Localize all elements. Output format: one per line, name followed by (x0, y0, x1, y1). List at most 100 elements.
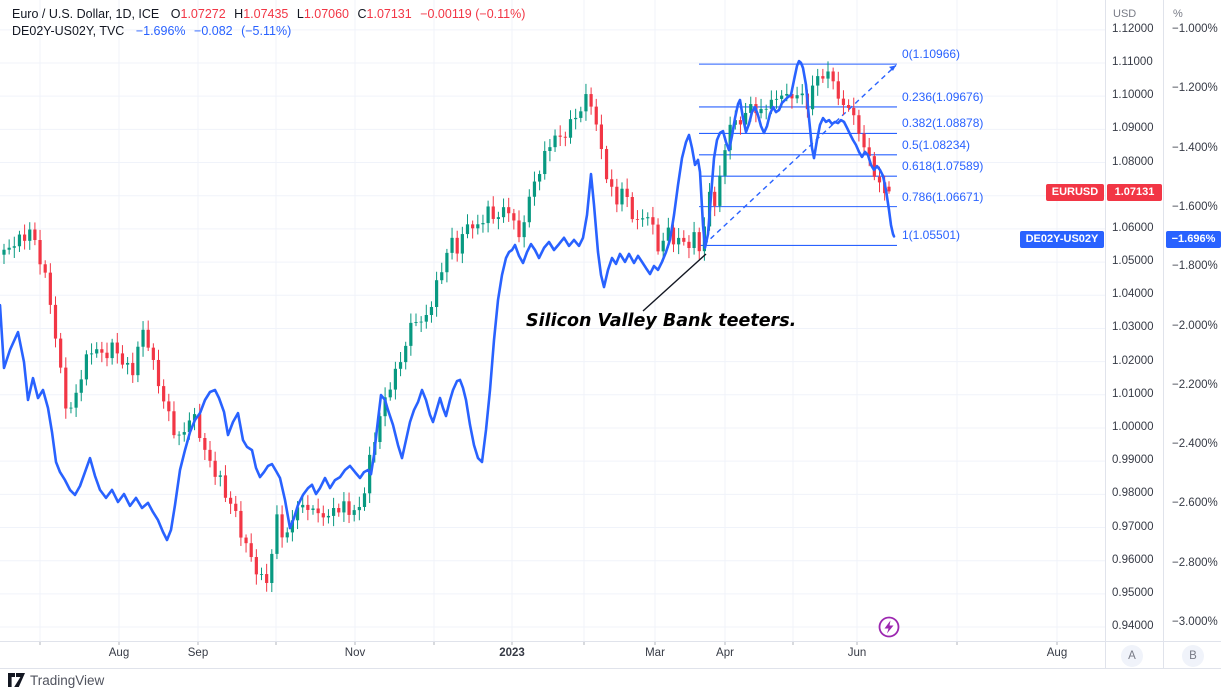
candle-body (774, 98, 779, 100)
candle-body (517, 220, 521, 238)
candle-body (203, 438, 207, 450)
candle-body (836, 81, 840, 99)
candle-body (167, 401, 171, 412)
candle-body (481, 223, 485, 225)
candle-body (337, 508, 341, 513)
time-tick-label: Nov (344, 647, 366, 659)
candle-body (182, 432, 186, 435)
overlay-change: −0.082 (194, 24, 233, 38)
candle-body (759, 109, 763, 114)
de02y-us02y-line[interactable] (0, 59, 896, 542)
open-value: 1.07272 (180, 7, 226, 21)
candle-body (388, 389, 392, 398)
candle-body (862, 133, 866, 148)
time-tick-label: Sep (187, 647, 209, 659)
svb-annotation-text[interactable]: Silicon Valley Bank teeters. (526, 311, 797, 331)
price-tick-label: 1.11000 (1112, 56, 1153, 68)
pct-tick-label: −1.800% (1172, 260, 1218, 273)
candle-body (59, 338, 63, 368)
candle-body (280, 514, 284, 538)
candle-body (852, 107, 856, 116)
candle-body (7, 247, 11, 250)
candle-body (527, 196, 531, 223)
candle-body (223, 475, 228, 498)
price-tick-label: 1.00000 (1112, 420, 1154, 433)
pct-tick-label: −2.400% (1172, 438, 1218, 451)
fib-level-label: 0.382(1.08878) (902, 116, 984, 131)
candle-body (38, 240, 42, 265)
fib-level-label: 0.618(1.07589) (902, 159, 984, 174)
candle-body (74, 392, 78, 408)
candle-body (64, 367, 68, 409)
candle-body (198, 414, 202, 439)
candle-body (687, 241, 691, 249)
candle-body (110, 342, 114, 359)
symbol-header-eurusd[interactable]: Euro / U.S. Dollar, 1D, ICE O1.07272 H1.… (12, 7, 530, 21)
candle-body (620, 188, 624, 205)
candle-body (553, 135, 557, 148)
candle-body (831, 71, 835, 82)
candle-body (429, 306, 434, 316)
open-label: O (170, 7, 181, 21)
price-tick-label: 1.09000 (1112, 122, 1154, 135)
candle-body (548, 147, 552, 151)
time-axis-border (0, 641, 1221, 642)
candle-body (419, 321, 423, 323)
candle-body (275, 514, 279, 554)
candle-body (723, 150, 727, 176)
candle-body (259, 574, 264, 575)
candle-body (887, 186, 891, 192)
candle-body (810, 85, 815, 110)
pct-axis-border (1163, 0, 1164, 668)
candle-body (192, 414, 197, 421)
pct-axis-unit-label: % (1173, 8, 1183, 20)
high-label: H (234, 7, 244, 21)
time-tick-label: Apr (716, 647, 734, 659)
scale-b-button[interactable]: B (1182, 645, 1204, 667)
chart-canvas[interactable] (0, 0, 1105, 646)
scale-a-button[interactable]: A (1121, 645, 1143, 667)
price-tick-label: 0.94000 (1112, 620, 1154, 633)
candle-body (728, 124, 732, 151)
candle-body (661, 240, 665, 252)
candle-body (187, 420, 191, 433)
fib-level-label: 1(1.05501) (902, 228, 961, 243)
candle-body (378, 416, 382, 443)
candle-body (646, 217, 650, 219)
candle-body (738, 120, 743, 125)
candle-body (826, 71, 830, 79)
candle-body (265, 574, 269, 583)
candle-body (568, 119, 573, 138)
candle-body (790, 93, 794, 99)
time-tick-label: Aug (1046, 647, 1068, 659)
candle-body (151, 347, 155, 360)
price-tick-label: 1.12000 (1112, 22, 1154, 35)
candle-body (713, 191, 717, 206)
candle-body (841, 98, 846, 106)
candle-body (604, 149, 609, 180)
candle-body (357, 506, 361, 511)
candle-body (409, 322, 413, 346)
candle-body (100, 349, 104, 353)
fib-trendline[interactable] (703, 64, 897, 246)
price-tick-label: 0.96000 (1112, 553, 1154, 566)
tradingview-logo[interactable]: TradingView (8, 673, 104, 688)
candle-body (491, 206, 495, 219)
candle-body (435, 280, 439, 307)
candle-body (816, 76, 820, 86)
candle-body (404, 345, 408, 363)
candle-body (53, 304, 58, 339)
candle-body (450, 237, 454, 253)
candle-body (229, 497, 233, 504)
symbol-header-de02y-us02y[interactable]: DE02Y-US02Y, TVC −1.696% −0.082 (−5.11%) (12, 24, 296, 38)
candle-body (48, 272, 52, 305)
price-tick-label: 0.97000 (1112, 520, 1154, 533)
annotation-arrow-line[interactable] (642, 253, 707, 312)
candle-body (270, 553, 274, 583)
candle-body (393, 368, 397, 390)
candle-body (800, 93, 804, 96)
price-axis-border (1105, 0, 1106, 668)
candle-body (301, 504, 305, 508)
candle-body (218, 475, 222, 477)
price-axis-unit-label: USD (1113, 8, 1137, 20)
